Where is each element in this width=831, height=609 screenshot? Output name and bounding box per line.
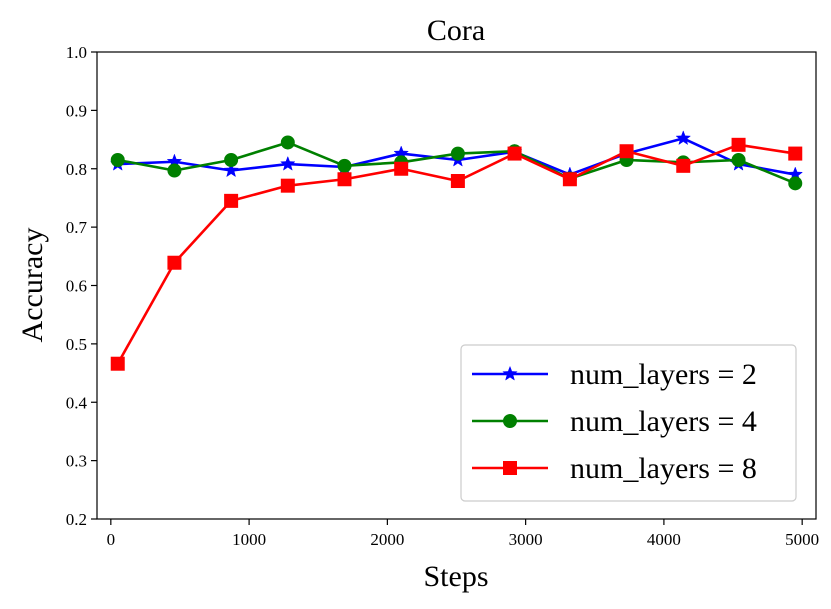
data-point (280, 155, 296, 171)
y-tick-label: 0.9 (66, 101, 87, 120)
legend: num_layers = 2 num_layers = 4 num_layers =… (460, 344, 797, 502)
x-tick-label: 1000 (232, 530, 266, 549)
data-point (223, 162, 239, 178)
data-point (110, 152, 125, 167)
data-point (224, 152, 239, 167)
data-point (502, 365, 518, 381)
y-tick-label: 0.8 (66, 160, 87, 179)
legend-item: num_layers = 4 (472, 405, 757, 438)
legend-label: num_layers = 2 (570, 358, 757, 391)
data-point (167, 255, 182, 270)
legend-box (460, 344, 797, 502)
x-axis-title: Steps (423, 560, 488, 593)
x-tick-label: 2000 (370, 530, 404, 549)
data-point (450, 146, 465, 161)
data-point (619, 144, 634, 159)
y-tick-label: 0.2 (66, 510, 87, 529)
x-tick-label: 5000 (785, 530, 819, 549)
data-point (394, 161, 409, 176)
data-point (562, 172, 577, 187)
data-point (503, 461, 517, 475)
data-point (731, 152, 746, 167)
data-point (675, 130, 692, 146)
y-tick-label: 1.0 (66, 43, 87, 62)
y-tick-label: 0.5 (66, 335, 87, 354)
data-point (280, 178, 295, 193)
data-point (337, 158, 352, 173)
y-tick-label: 0.7 (66, 218, 88, 237)
data-point (507, 146, 522, 161)
y-tick-label: 0.6 (66, 277, 87, 296)
legend-label: num_layers = 4 (570, 405, 757, 438)
data-point (280, 135, 295, 150)
data-point (167, 163, 182, 178)
data-point (788, 176, 803, 191)
y-tick-label: 0.4 (66, 393, 88, 412)
y-tick-label: 0.3 (66, 452, 87, 471)
data-point (503, 414, 517, 428)
x-tick-label: 3000 (509, 530, 543, 549)
plot-area (109, 130, 804, 371)
chart-title: Cora (427, 14, 485, 47)
x-tick-label: 4000 (647, 530, 681, 549)
data-point (731, 137, 746, 152)
data-point (337, 172, 352, 187)
plot-frame (96, 51, 817, 520)
data-point (224, 193, 239, 208)
y-axis-title: Accuracy (16, 228, 49, 343)
legend-label: num_layers = 8 (570, 452, 757, 485)
data-point (110, 356, 125, 371)
legend-item: num_layers = 2 (472, 358, 757, 391)
x-tick-label: 0 (107, 530, 116, 549)
data-point (788, 146, 803, 161)
axis-ticks: 0 1000 2000 3000 4000 5000 0.2 0.3 0.4 0.5 0.6 0.7 0… (66, 43, 819, 549)
data-point (676, 158, 691, 173)
legend-item: num_layers = 8 (472, 452, 757, 485)
series-2 (110, 137, 803, 371)
data-point (450, 174, 465, 189)
